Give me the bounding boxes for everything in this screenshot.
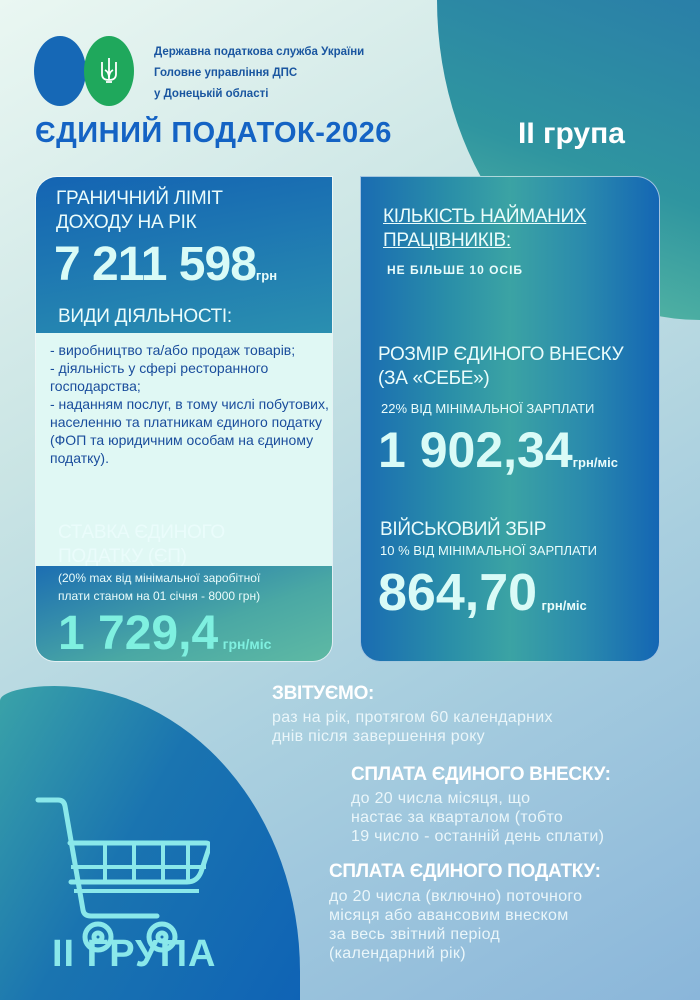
- group-label: II ГРУПА: [52, 933, 217, 975]
- org-line: у Донецькій області: [154, 88, 269, 100]
- list-item: - наданням послуг, в тому числі побутови…: [50, 396, 329, 466]
- limit-label: ГРАНИЧНИЙ ЛІМІТ ДОХОДУ НА РІК: [56, 187, 223, 235]
- activities-list: - виробництво та/або продаж товарів; - д…: [50, 341, 332, 467]
- rate-amount: 1 729,4 грн/міс: [58, 607, 272, 661]
- contribution-value: 1 902,34: [378, 422, 573, 478]
- military-note: 10 % ВІД МІНІМАЛЬНОЇ ЗАРПЛАТИ: [380, 543, 597, 558]
- org-line: Державна податкова служба України: [154, 46, 365, 58]
- esv-payment-title: СПЛАТА ЄДИНОГО ВНЕСКУ:: [351, 764, 611, 785]
- organization-name: Державна податкова служба України Головн…: [154, 42, 364, 105]
- limit-unit: грн: [255, 268, 278, 283]
- esv-payment-block: СПЛАТА ЄДИНОГО ВНЕСКУ: до 20 числа місяц…: [351, 764, 611, 846]
- rate-value: 1 729,4: [58, 607, 219, 660]
- employees-value: НЕ БІЛЬШЕ 10 ОСІБ: [387, 263, 524, 277]
- contribution-line: (ЗА «СЕБЕ»): [378, 368, 490, 389]
- limit-line: ДОХОДУ НА РІК: [56, 212, 197, 233]
- tax-payment-line: до 20 числа (включно) поточного: [329, 888, 583, 905]
- list-item: - діяльність у сфері ресторанного господ…: [50, 360, 269, 394]
- rate-line: СТАВКА ЄДИНОГО: [58, 522, 225, 543]
- tax-payment-block: СПЛАТА ЄДИНОГО ПОДАТКУ: до 20 числа (вкл…: [329, 861, 601, 963]
- activities-title: ВИДИ ДІЯЛЬНОСТІ:: [58, 306, 232, 327]
- reporting-block: ЗВІТУЄМО: раз на рік, протягом 60 календ…: [272, 683, 553, 746]
- activities-section: [36, 333, 332, 566]
- contribution-line: РОЗМІР ЄДИНОГО ВНЕСКУ: [378, 344, 624, 365]
- tax-payment-title: СПЛАТА ЄДИНОГО ПОДАТКУ:: [329, 861, 601, 882]
- dps-logo: [34, 36, 134, 106]
- limit-line: ГРАНИЧНИЙ ЛІМІТ: [56, 188, 223, 209]
- org-line: Головне управління ДПС: [154, 67, 298, 79]
- rate-line: ПОДАТКУ (ЄП): [58, 546, 187, 567]
- rate-note-line: плати станом на 01 січня - 8000 грн): [58, 589, 261, 603]
- group-heading: II група: [518, 117, 625, 150]
- military-unit: грн/міс: [541, 598, 587, 613]
- limit-value: 7 211 598: [54, 238, 257, 291]
- logo-blue-circle: [34, 36, 86, 106]
- contribution-unit: грн/міс: [572, 455, 618, 470]
- employees-line: КІЛЬКІСТЬ НАЙМАНИХ: [383, 206, 587, 227]
- limit-amount: 7 211 598грн: [54, 237, 277, 304]
- reporting-title: ЗВІТУЄМО:: [272, 683, 375, 704]
- tax-payment-line: за весь звітний період: [329, 926, 501, 943]
- page-title: ЄДИНИЙ ПОДАТОК-2026: [35, 117, 392, 149]
- rate-section: [36, 566, 332, 661]
- cart-wheels-icon: [82, 921, 178, 953]
- contribution-label: РОЗМІР ЄДИНОГО ВНЕСКУ (ЗА «СЕБЕ»): [378, 343, 624, 391]
- reporting-line: раз на рік, протягом 60 календарних: [272, 709, 553, 726]
- trident-icon: [84, 36, 134, 106]
- tax-payment-line: (календарний рік): [329, 945, 466, 962]
- military-amount: 864,70 грн/міс: [378, 563, 587, 636]
- limit-section: [36, 177, 332, 333]
- left-card: ГРАНИЧНИЙ ЛІМІТ ДОХОДУ НА РІК 7 211 598г…: [35, 176, 333, 662]
- esv-payment-line: до 20 числа місяця, що: [351, 790, 531, 807]
- shopping-cart-icon: [35, 797, 210, 919]
- esv-payment-line: настає за кварталом (тобто: [351, 809, 564, 826]
- rate-note: (20% max від мінімальної заробітної плат…: [58, 569, 260, 605]
- contribution-note: 22% ВІД МІНІМАЛЬНОЇ ЗАРПЛАТИ: [381, 401, 595, 416]
- employees-label: КІЛЬКІСТЬ НАЙМАНИХ ПРАЦІВНИКІВ:: [383, 205, 587, 253]
- rate-unit: грн/міс: [222, 636, 272, 652]
- military-value: 864,70: [378, 564, 538, 622]
- employees-line: ПРАЦІВНИКІВ:: [383, 230, 511, 251]
- esv-payment-line: 19 число - останній день сплати): [351, 828, 605, 845]
- tax-payment-line: місяця або авансовим внеском: [329, 907, 569, 924]
- reporting-line: днів після завершення року: [272, 728, 485, 745]
- contribution-amount: 1 902,34грн/міс: [378, 421, 618, 492]
- list-item: - виробництво та/або продаж товарів;: [50, 342, 296, 358]
- rate-label: СТАВКА ЄДИНОГО ПОДАТКУ (ЄП): [58, 521, 225, 569]
- right-card: КІЛЬКІСТЬ НАЙМАНИХ ПРАЦІВНИКІВ: НЕ БІЛЬШ…: [360, 176, 660, 662]
- military-title: ВІЙСЬКОВИЙ ЗБІР: [380, 519, 547, 540]
- rate-note-line: (20% max від мінімальної заробітної: [58, 571, 261, 585]
